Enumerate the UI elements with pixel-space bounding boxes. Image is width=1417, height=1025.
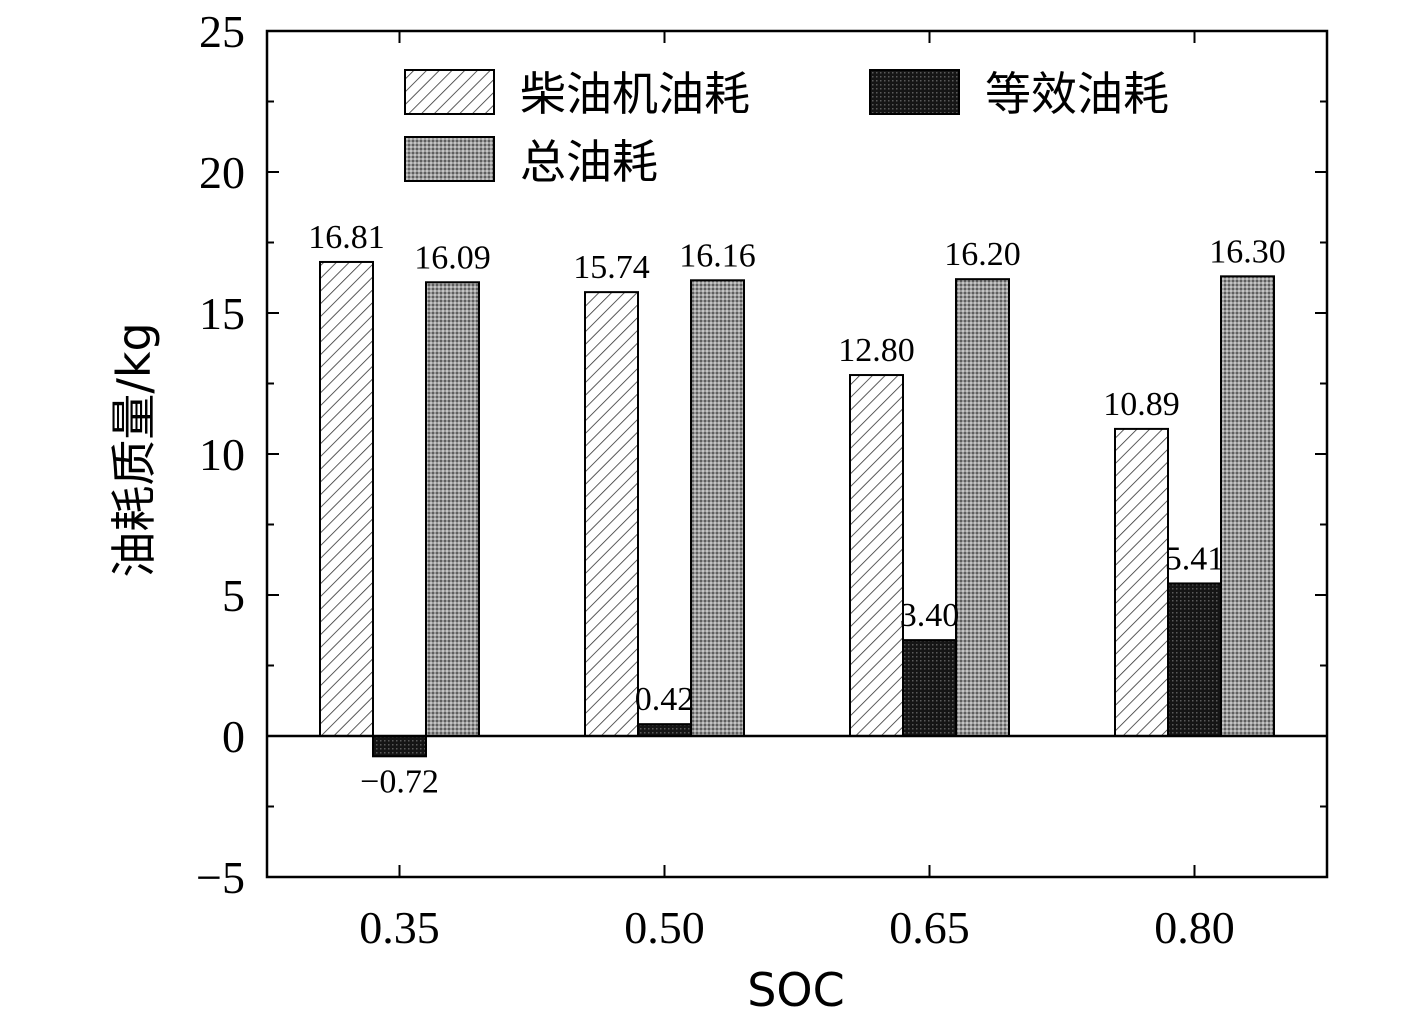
data-label-series-1-cat-3: 12.80 bbox=[838, 332, 915, 369]
x-tick-label: 0.80 bbox=[1154, 902, 1235, 953]
data-label-series-3-cat-4: 16.30 bbox=[1209, 233, 1286, 270]
y-tick-label: 15 bbox=[199, 288, 245, 339]
legend: 柴油机油耗 等效油耗 总油耗 bbox=[404, 67, 1169, 189]
bar-series-2-cat-4 bbox=[1167, 582, 1222, 737]
bar-series-3-cat-3 bbox=[955, 278, 1010, 737]
data-label-series-3-cat-1: 16.09 bbox=[414, 239, 491, 276]
legend-label-series-3: 总油耗 bbox=[520, 135, 658, 189]
bar-series-2-cat-1 bbox=[372, 735, 427, 758]
bar-series-3-cat-2 bbox=[690, 279, 745, 737]
data-label-series-1-cat-4: 10.89 bbox=[1103, 386, 1180, 423]
data-label-series-2-cat-1: −0.72 bbox=[360, 763, 439, 800]
x-tick-label: 0.35 bbox=[359, 902, 440, 953]
y-tick-label: −5 bbox=[196, 852, 245, 903]
bar-series-3-cat-4 bbox=[1220, 275, 1275, 737]
y-tick-label: 5 bbox=[222, 570, 245, 621]
legend-swatch-series-2 bbox=[869, 69, 960, 115]
legend-label-series-2: 等效油耗 bbox=[985, 67, 1169, 121]
bar-series-1-cat-1 bbox=[319, 260, 374, 737]
data-label-series-1-cat-1: 16.81 bbox=[308, 219, 385, 256]
y-tick-label: 20 bbox=[199, 147, 245, 198]
bar-series-3-cat-1 bbox=[425, 281, 480, 737]
y-tick-label: 0 bbox=[222, 711, 245, 762]
data-label-series-2-cat-3: 3.40 bbox=[900, 597, 960, 634]
y-tick-label: 10 bbox=[199, 429, 245, 480]
bars-group bbox=[319, 260, 1275, 758]
bar-series-1-cat-4 bbox=[1114, 427, 1169, 737]
legend-swatch-series-3 bbox=[404, 136, 495, 182]
x-tick-label: 0.50 bbox=[624, 902, 705, 953]
legend-label-series-1: 柴油机油耗 bbox=[520, 67, 750, 121]
data-label-series-3-cat-3: 16.20 bbox=[944, 236, 1021, 273]
bar-series-1-cat-2 bbox=[584, 291, 639, 737]
data-labels-group: 16.81 15.74 12.80 10.89 −0.72 0.42 3.40 5.41 16.… bbox=[308, 219, 1286, 800]
bar-series-1-cat-3 bbox=[849, 374, 904, 737]
bar-series-2-cat-2 bbox=[637, 723, 692, 738]
data-label-series-1-cat-2: 15.74 bbox=[573, 249, 650, 286]
data-label-series-2-cat-2: 0.42 bbox=[635, 681, 695, 718]
legend-swatch-series-1 bbox=[404, 69, 495, 115]
data-label-series-2-cat-4: 5.41 bbox=[1165, 540, 1225, 577]
x-tick-label: 0.65 bbox=[889, 902, 970, 953]
x-axis-title: SOC bbox=[747, 963, 845, 1017]
axes-group: −5 0 5 10 15 20 25 0.35 0.50 0.65 0.80 bbox=[196, 6, 1329, 953]
y-tick-label: 25 bbox=[199, 6, 245, 57]
bar-series-2-cat-3 bbox=[902, 639, 957, 737]
data-label-series-3-cat-2: 16.16 bbox=[679, 237, 756, 274]
y-axis-title: 油耗质量/kg bbox=[107, 322, 161, 577]
